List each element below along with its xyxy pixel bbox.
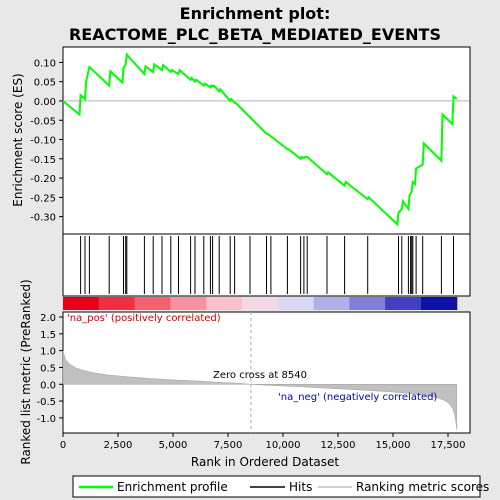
colorbar-segment xyxy=(134,297,171,310)
colorbar-segment xyxy=(385,297,422,310)
metric-x-tick-label: 2,500 xyxy=(104,440,133,451)
colorbar-segment xyxy=(277,297,315,310)
zero-cross-label: Zero cross at 8540 xyxy=(213,370,307,381)
colorbar-segment xyxy=(170,297,207,310)
es-y-tick-label: -0.25 xyxy=(30,193,56,204)
colorbar-segment xyxy=(63,297,100,310)
colorbar-segment xyxy=(421,297,458,310)
metric-plot-area xyxy=(62,311,471,434)
metric-x-label: Rank in Ordered Dataset xyxy=(191,455,339,469)
enrichment-profile-line xyxy=(62,52,458,227)
es-y-axis: 0.10 0.05 0.00 -0.05 -0.10 -0.15 -0.20 -0.25 -0.… xyxy=(30,58,63,224)
chart-title-line1: Enrichment plot: xyxy=(180,4,331,23)
metric-x-tick-label: 7,500 xyxy=(214,440,243,451)
metric-y-tick-label: 1.5 xyxy=(40,330,56,341)
metric-x-tick-label: 5,000 xyxy=(159,440,188,451)
ranking-metric-area xyxy=(62,350,458,430)
metric-x-tick-label: 15,000 xyxy=(376,440,411,451)
colorbar-segment xyxy=(349,297,386,310)
hits-marks xyxy=(80,236,454,294)
es-y-tick-label: -0.30 xyxy=(30,213,56,224)
metric-x-tick-label: 17,500 xyxy=(431,440,466,451)
colorbar-segment xyxy=(98,297,136,310)
legend-enrichment-label: Enrichment profile xyxy=(117,480,228,494)
metric-x-axis: 0 2,500 5,000 7,500 10,000 12,500 15,000 17,500 xyxy=(60,433,466,451)
es-y-tick-label: 0.10 xyxy=(34,58,56,69)
metric-y-tick-label: 0.5 xyxy=(40,363,56,374)
chart-title-line2: REACTOME_PLC_BETA_MEDIATED_EVENTS xyxy=(69,25,441,44)
metric-x-tick-label: 12,500 xyxy=(321,440,356,451)
colorbar-segment xyxy=(242,297,279,310)
es-y-tick-label: -0.20 xyxy=(30,174,56,185)
metric-y-tick-label: 1.0 xyxy=(40,347,56,358)
rank-colorbar xyxy=(63,297,458,310)
es-y-tick-label: -0.10 xyxy=(30,136,56,147)
es-y-tick-label: 0.00 xyxy=(34,97,56,108)
es-y-tick-label: -0.05 xyxy=(30,116,56,127)
metric-y-axis: 2.0 1.5 1.0 0.5 0.0 -0.5 -1.0 xyxy=(36,313,63,425)
legend-metric-label: Ranking metric scores xyxy=(356,480,489,494)
metric-x-tick-label: 10,000 xyxy=(266,440,301,451)
metric-y-label: Ranked list metric (PreRanked) xyxy=(19,279,33,464)
metric-y-tick-label: 2.0 xyxy=(40,313,56,324)
metric-y-tick-label: 0.0 xyxy=(40,380,56,391)
pos-label: 'na_pos' (positively correlated) xyxy=(67,313,221,324)
colorbar-segment xyxy=(206,297,243,310)
es-y-tick-label: 0.05 xyxy=(34,78,56,89)
metric-y-tick-label: -0.5 xyxy=(36,397,56,408)
metric-y-tick-label: -1.0 xyxy=(36,414,56,425)
es-y-label: Enrichment score (ES) xyxy=(11,73,25,206)
neg-label: 'na_neg' (negatively correlated) xyxy=(278,392,437,403)
es-y-tick-label: -0.15 xyxy=(30,155,56,166)
colorbar-segment xyxy=(313,297,350,310)
legend-hits-label: Hits xyxy=(289,480,312,494)
metric-x-tick-label: 0 xyxy=(60,440,66,451)
